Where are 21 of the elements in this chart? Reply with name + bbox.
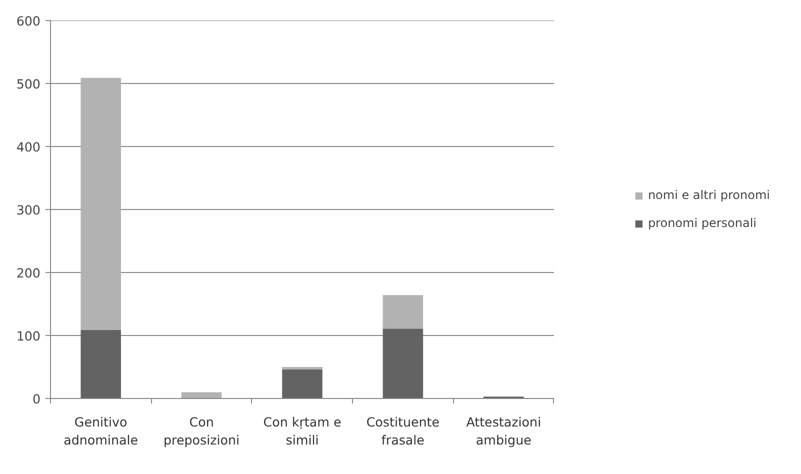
y-tick-label: 600 — [16, 14, 41, 28]
bar — [282, 367, 322, 370]
y-tick-label: 0 — [32, 392, 41, 406]
y-tick-label: 400 — [16, 140, 41, 154]
bar — [80, 78, 121, 330]
legend-label: nomi e altri pronomi — [648, 188, 770, 202]
x-tick-label: Costituente frasale — [366, 414, 440, 448]
legend-label: pronomi personali — [648, 216, 757, 230]
y-tick-label: 100 — [16, 328, 41, 344]
bar — [382, 295, 424, 329]
x-tick-label: Attestazioni ambigue — [466, 414, 542, 448]
x-tick-label: Con kṛtam e simili — [263, 414, 342, 448]
y-tick-label: 500 — [16, 76, 41, 92]
bar — [382, 328, 424, 398]
bar — [80, 330, 121, 398]
bar — [282, 370, 322, 398]
y-tick-label: 200 — [16, 266, 41, 280]
y-tick-label: 300 — [16, 202, 41, 218]
bar — [181, 392, 222, 398]
x-tick-label: Genitivo adnominale — [64, 414, 138, 448]
x-tick-label: Con preposizioni — [164, 414, 240, 448]
